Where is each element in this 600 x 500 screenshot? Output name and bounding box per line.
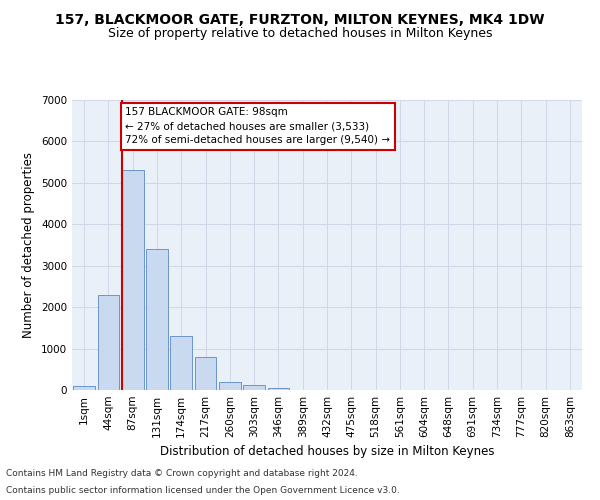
Text: Contains HM Land Registry data © Crown copyright and database right 2024.: Contains HM Land Registry data © Crown c…	[6, 468, 358, 477]
Bar	[122, 170, 143, 390]
Text: Size of property relative to detached houses in Milton Keynes: Size of property relative to detached ho…	[108, 28, 492, 40]
Bar	[146, 249, 168, 390]
Bar	[194, 357, 217, 390]
X-axis label: Distribution of detached houses by size in Milton Keynes: Distribution of detached houses by size …	[160, 446, 494, 458]
Bar	[97, 294, 119, 390]
Bar	[268, 388, 289, 390]
Bar	[170, 336, 192, 390]
Bar	[73, 386, 95, 390]
Text: Contains public sector information licensed under the Open Government Licence v3: Contains public sector information licen…	[6, 486, 400, 495]
Bar	[219, 382, 241, 390]
Text: 157 BLACKMOOR GATE: 98sqm
← 27% of detached houses are smaller (3,533)
72% of se: 157 BLACKMOOR GATE: 98sqm ← 27% of detac…	[125, 108, 391, 146]
Bar	[243, 384, 265, 390]
Y-axis label: Number of detached properties: Number of detached properties	[22, 152, 35, 338]
Text: 157, BLACKMOOR GATE, FURZTON, MILTON KEYNES, MK4 1DW: 157, BLACKMOOR GATE, FURZTON, MILTON KEY…	[55, 12, 545, 26]
